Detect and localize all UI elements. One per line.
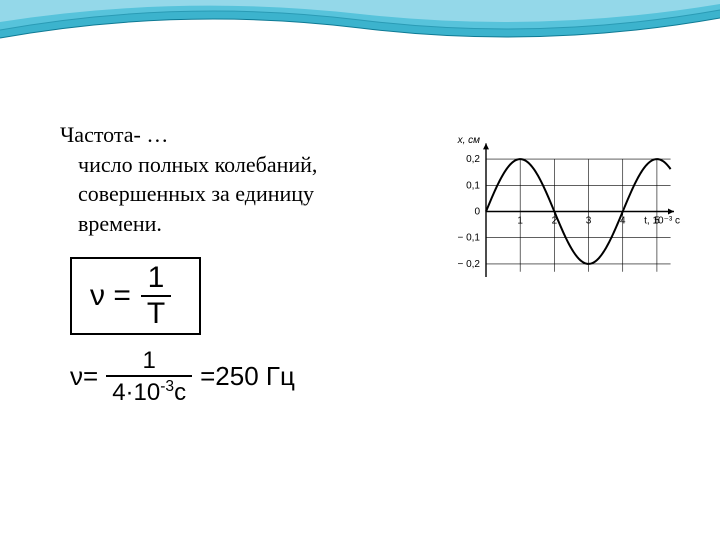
formula-numerator: 1	[142, 263, 171, 295]
svg-text:1: 1	[517, 216, 523, 227]
formula-lhs: ν =	[90, 279, 131, 313]
svg-text:t, 10⁻³ с: t, 10⁻³ с	[644, 216, 680, 227]
svg-text:− 0,1: − 0,1	[457, 233, 480, 244]
svg-text:0,1: 0,1	[466, 180, 480, 191]
svg-text:0: 0	[474, 207, 480, 218]
svg-text:x, см: x, см	[457, 135, 481, 146]
svg-text:− 0,2: − 0,2	[457, 259, 480, 270]
calculation-line: ν= 1 4·10-3с =250 Гц	[70, 349, 660, 405]
header-wave-graphic	[0, 0, 720, 80]
formula-box: ν = 1 T	[70, 257, 201, 335]
calc-denominator: 4·10-3с	[106, 377, 192, 405]
formula-denominator: T	[141, 297, 171, 329]
svg-text:3: 3	[586, 216, 592, 227]
oscillation-chart: 0,20,10− 0,1− 0,212345x, смt, 10⁻³ с	[444, 130, 684, 295]
calc-numerator: 1	[136, 349, 161, 375]
svg-text:0,2: 0,2	[466, 154, 480, 165]
calc-lhs: ν=	[70, 361, 98, 392]
calc-result: =250 Гц	[200, 361, 295, 392]
formula-fraction: 1 T	[141, 263, 171, 329]
calc-fraction: 1 4·10-3с	[106, 349, 192, 405]
